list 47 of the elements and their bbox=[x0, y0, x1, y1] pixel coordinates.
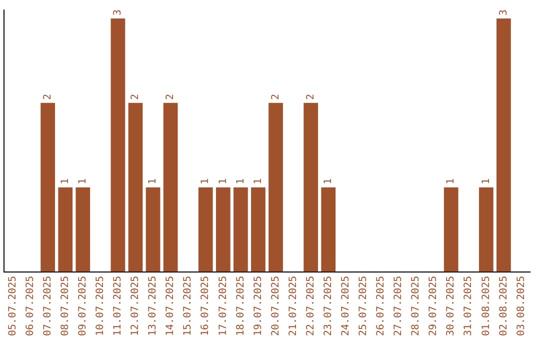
x-tick-label: 18.07.2025 bbox=[235, 276, 246, 336]
x-tick-label: 09.07.2025 bbox=[77, 276, 88, 336]
x-tick-label: 30.07.2025 bbox=[446, 276, 457, 336]
x-tick-label: 28.07.2025 bbox=[410, 276, 422, 336]
x-tick-label: 12.07.2025 bbox=[130, 276, 142, 336]
x-tick-label: 10.07.2025 bbox=[95, 276, 106, 336]
data-label: 1 bbox=[77, 178, 88, 184]
data-label: 3 bbox=[112, 9, 124, 16]
x-tick-label: 23.07.2025 bbox=[322, 276, 334, 336]
x-tick-label: 13.07.2025 bbox=[148, 276, 159, 336]
x-tick-label: 03.08.2025 bbox=[516, 276, 527, 336]
x-tick-label: 27.07.2025 bbox=[393, 276, 404, 336]
x-tick-label: 08.07.2025 bbox=[60, 276, 71, 336]
x-tick-label: 11.07.2025 bbox=[112, 276, 124, 336]
x-tick-label: 06.07.2025 bbox=[24, 276, 36, 336]
data-label: 2 bbox=[270, 94, 282, 100]
data-label: 1 bbox=[200, 178, 212, 184]
x-tick-label: 02.08.2025 bbox=[498, 276, 510, 336]
data-label: 2 bbox=[42, 94, 54, 100]
x-tick-label: 21.07.2025 bbox=[288, 276, 299, 336]
data-label: 3 bbox=[498, 9, 510, 16]
x-tick-label: 20.07.2025 bbox=[270, 276, 282, 336]
x-tick-label: 25.07.2025 bbox=[358, 276, 370, 336]
data-label: 1 bbox=[218, 178, 229, 184]
x-tick-label: 31.07.2025 bbox=[463, 276, 474, 336]
data-label: 1 bbox=[148, 178, 159, 184]
x-tick-label: 05.07.2025 bbox=[7, 276, 18, 336]
x-tick-label: 15.07.2025 bbox=[182, 276, 194, 336]
x-tick-label: 22.07.2025 bbox=[305, 276, 316, 336]
x-tick-label: 16.07.2025 bbox=[200, 276, 212, 336]
x-tick-label: 14.07.2025 bbox=[165, 276, 176, 336]
data-label: 1 bbox=[322, 178, 334, 184]
data-label: 1 bbox=[480, 178, 492, 184]
data-label: 2 bbox=[305, 94, 316, 100]
x-tick-label: 17.07.2025 bbox=[218, 276, 229, 336]
data-label: 2 bbox=[130, 94, 142, 100]
x-tick-label: 26.07.2025 bbox=[376, 276, 387, 336]
x-tick-label: 07.07.2025 bbox=[42, 276, 54, 336]
data-label: 1 bbox=[235, 178, 246, 184]
x-tick-label: 29.07.2025 bbox=[428, 276, 440, 336]
data-label: 1 bbox=[60, 178, 71, 184]
data-label: 2 bbox=[165, 94, 176, 100]
data-label: 1 bbox=[446, 178, 457, 184]
x-tick-label: 24.07.2025 bbox=[340, 276, 352, 336]
x-tick-label: 19.07.2025 bbox=[252, 276, 264, 336]
data-label: 1 bbox=[252, 178, 264, 184]
x-tick-label: 01.08.2025 bbox=[480, 276, 492, 336]
